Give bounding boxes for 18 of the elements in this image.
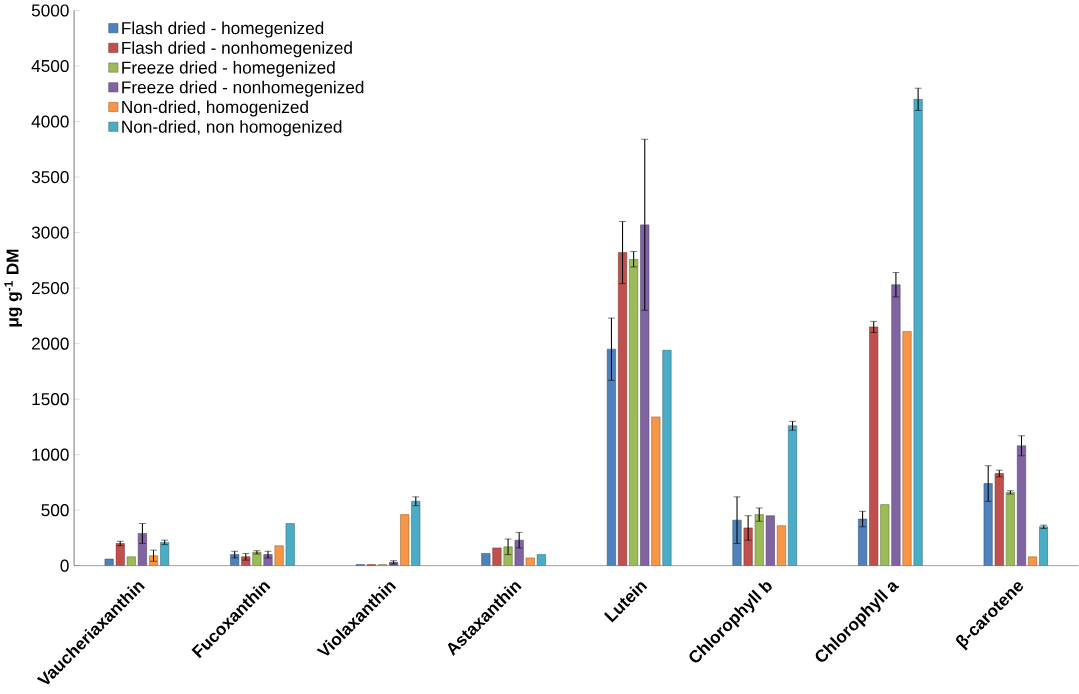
legend-label: Flash dried - homegenized — [122, 21, 324, 38]
y-tick-label: 0 — [60, 559, 69, 572]
y-tick-label: 2000 — [32, 337, 69, 350]
y-tick-label: 500 — [41, 504, 69, 517]
legend-label: Non-dried, non homogenized — [122, 120, 342, 137]
y-tick-label: 4000 — [31, 115, 69, 128]
legend-label: Non-dried, homogenized — [122, 100, 308, 117]
legend-label: Freeze dried - homegenized — [122, 61, 335, 78]
y-tick-label: 1500 — [32, 393, 69, 406]
y-tick-label: 4500 — [31, 60, 69, 73]
legend-label: Freeze dried - nonhomegenized — [122, 80, 364, 97]
y-axis-title: μg g$^{-1}$ DM — [4, 249, 23, 327]
y-tick-label: 1000 — [32, 448, 69, 461]
y-tick-label: 5000 — [31, 4, 69, 17]
legend-label: Flash dried - nonhomegenized — [122, 41, 352, 58]
y-tick-label: 3500 — [31, 171, 69, 184]
y-tick-label: 2500 — [32, 282, 69, 295]
y-tick-label: 3000 — [31, 226, 69, 239]
